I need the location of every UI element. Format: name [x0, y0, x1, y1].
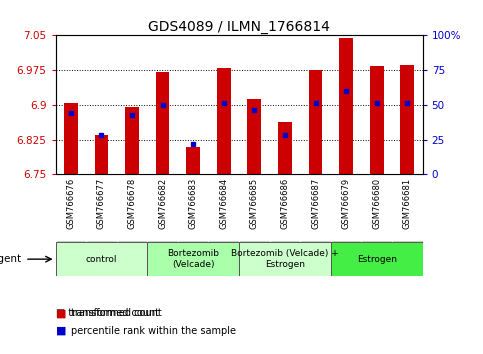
Text: Bortezomib
(Velcade): Bortezomib (Velcade) — [167, 250, 219, 269]
Text: ■ transformed count: ■ transformed count — [56, 308, 159, 318]
Bar — [400, 64, 414, 174]
Text: control: control — [85, 255, 117, 264]
Text: GSM766686: GSM766686 — [281, 178, 289, 229]
Bar — [239, 242, 331, 276]
Text: percentile rank within the sample: percentile rank within the sample — [71, 326, 236, 336]
Text: GSM766687: GSM766687 — [311, 178, 320, 229]
Bar — [331, 242, 423, 276]
Text: GSM766681: GSM766681 — [403, 178, 412, 229]
Text: transformed count: transformed count — [71, 308, 162, 318]
Bar — [217, 68, 231, 174]
Text: ■: ■ — [56, 308, 66, 318]
Text: GSM766684: GSM766684 — [219, 178, 228, 229]
Bar — [147, 242, 239, 276]
Bar — [56, 242, 147, 276]
Bar — [370, 67, 384, 174]
Text: GSM766678: GSM766678 — [128, 178, 137, 229]
Bar — [278, 122, 292, 174]
Bar — [339, 38, 353, 174]
Bar — [247, 99, 261, 174]
Title: GDS4089 / ILMN_1766814: GDS4089 / ILMN_1766814 — [148, 21, 330, 34]
Text: GSM766676: GSM766676 — [66, 178, 75, 229]
Text: GSM766680: GSM766680 — [372, 178, 381, 229]
Text: GSM766679: GSM766679 — [341, 178, 351, 229]
Bar — [156, 73, 170, 174]
Text: GSM766677: GSM766677 — [97, 178, 106, 229]
Text: Bortezomib (Velcade) +
Estrogen: Bortezomib (Velcade) + Estrogen — [231, 250, 339, 269]
Bar — [64, 103, 78, 174]
Text: GSM766685: GSM766685 — [250, 178, 259, 229]
Text: ■: ■ — [56, 326, 66, 336]
Bar — [125, 107, 139, 174]
Text: GSM766682: GSM766682 — [158, 178, 167, 229]
Text: GSM766683: GSM766683 — [189, 178, 198, 229]
Bar — [186, 147, 200, 174]
Bar — [95, 135, 108, 174]
Bar — [309, 70, 323, 174]
Text: agent: agent — [0, 254, 22, 264]
Text: Estrogen: Estrogen — [357, 255, 397, 264]
